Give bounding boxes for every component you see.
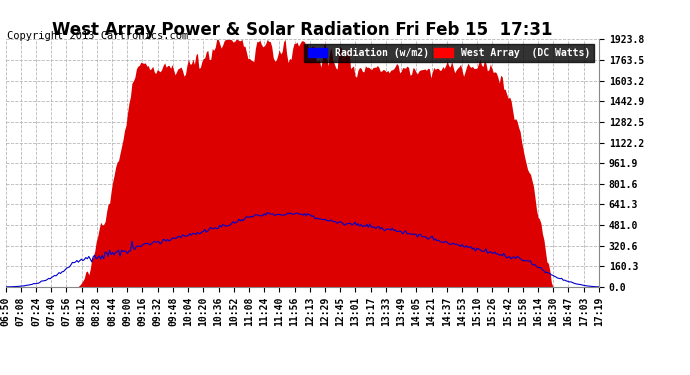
- Title: West Array Power & Solar Radiation Fri Feb 15  17:31: West Array Power & Solar Radiation Fri F…: [52, 21, 553, 39]
- Legend: Radiation (w/m2), West Array  (DC Watts): Radiation (w/m2), West Array (DC Watts): [304, 44, 594, 62]
- Text: Copyright 2013 Cartronics.com: Copyright 2013 Cartronics.com: [7, 32, 188, 41]
